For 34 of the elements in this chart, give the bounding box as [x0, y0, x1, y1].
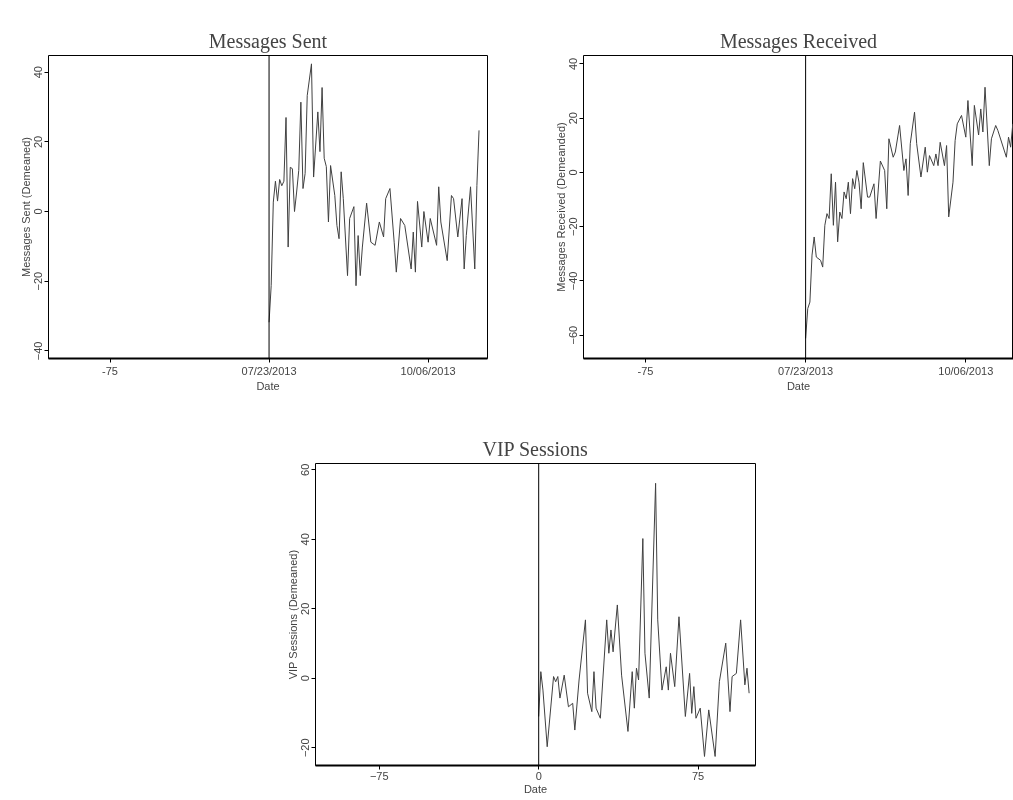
y-tick-label: 20 — [32, 135, 45, 148]
y-tick-label: 40 — [32, 66, 45, 79]
x-axis-title: Date — [786, 379, 811, 392]
y-tick-label: 0 — [299, 675, 312, 682]
chart-title: Messages Sent — [208, 29, 328, 53]
y-tick-label: 60 — [299, 463, 312, 476]
chart-title: Messages Received — [719, 29, 878, 53]
x-tick-label: 07/23/2013 — [241, 364, 297, 377]
x-tick-label: 10/06/2013 — [938, 364, 994, 377]
x-tick-label: -75 — [637, 364, 654, 377]
y-axis-title: Messages Received (Demeanded) — [554, 122, 567, 292]
y-tick-label: −20 — [32, 271, 45, 291]
y-tick-label: −20 — [567, 217, 580, 236]
x-axis-title: Date — [523, 782, 548, 795]
y-tick-label: 20 — [299, 602, 312, 615]
y-tick-label: −40 — [567, 271, 580, 291]
y-tick-label: −20 — [299, 738, 312, 758]
chart-title: VIP Sessions — [482, 437, 589, 460]
y-axis-title: Messages Sent (Demeaned) — [19, 136, 32, 278]
x-tick-label: -75 — [102, 364, 118, 377]
x-tick-label: 0 — [535, 769, 542, 782]
y-tick-label: −40 — [32, 341, 45, 361]
x-axis-title: Date — [256, 379, 280, 392]
x-tick-label: 10/06/2013 — [400, 364, 456, 377]
y-tick-label: −60 — [567, 325, 580, 345]
x-tick-label: −75 — [369, 769, 389, 782]
y-axis-title: VIP Sessions (Demeaned) — [286, 549, 299, 680]
x-tick-label: 75 — [691, 769, 705, 782]
y-tick-label: 40 — [567, 57, 580, 71]
x-tick-label: 07/23/2013 — [778, 364, 834, 377]
y-tick-label: 0 — [567, 169, 580, 176]
y-tick-label: 20 — [567, 112, 580, 125]
y-tick-label: 40 — [299, 533, 312, 546]
y-tick-label: 0 — [32, 208, 45, 215]
